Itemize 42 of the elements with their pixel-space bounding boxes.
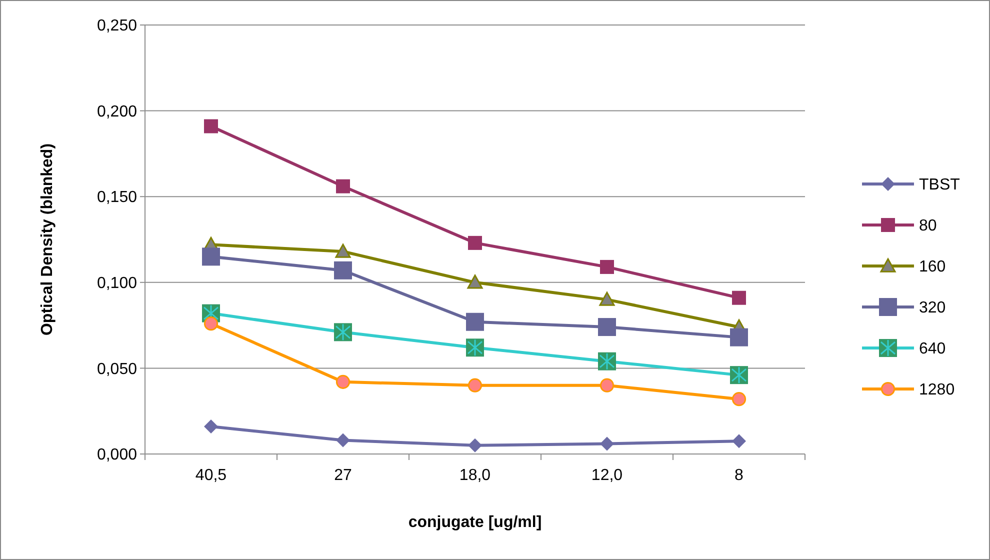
point [599, 292, 615, 306]
legend-label: TBST [919, 176, 960, 194]
point [336, 374, 350, 389]
point [468, 378, 482, 392]
x-tick-label: 12,0 [591, 467, 623, 484]
legend-label: 640 [919, 340, 946, 358]
point [204, 420, 218, 434]
legend-label: 1280 [919, 382, 955, 399]
point [600, 260, 614, 274]
point [336, 433, 350, 448]
point [600, 436, 614, 451]
point [334, 261, 352, 280]
point [600, 378, 614, 392]
point [732, 392, 746, 406]
point [598, 318, 616, 336]
y-tick-label: 0,050 [96, 360, 138, 378]
point [730, 328, 748, 346]
legend-label: 160 [919, 258, 946, 276]
y-tick-label: 0,000 [96, 446, 138, 464]
point [468, 236, 482, 250]
y-tick-label: 0,200 [96, 103, 138, 120]
x-axis-title: conjugate [ug/ml] [408, 514, 542, 531]
y-tick-label: 0,100 [96, 275, 138, 292]
y-tick-label: 0,250 [96, 18, 138, 35]
point [336, 179, 350, 194]
point [468, 438, 482, 452]
point [732, 290, 746, 305]
legend-label: 320 [919, 300, 946, 317]
point [335, 244, 351, 258]
point [202, 248, 220, 266]
point [732, 434, 746, 448]
y-tick-label: 0,150 [96, 189, 138, 206]
point [466, 312, 484, 331]
point [204, 316, 218, 331]
x-tick-label: 40,5 [195, 467, 227, 484]
x-tick-label: 18,0 [459, 467, 491, 484]
legend-label: 80 [919, 218, 937, 235]
x-tick-label: 8 [734, 467, 744, 484]
point [467, 274, 483, 289]
point [204, 119, 218, 134]
x-tick-label: 27 [334, 467, 352, 484]
y-axis-title: Optical Density (blanked) [39, 143, 56, 336]
